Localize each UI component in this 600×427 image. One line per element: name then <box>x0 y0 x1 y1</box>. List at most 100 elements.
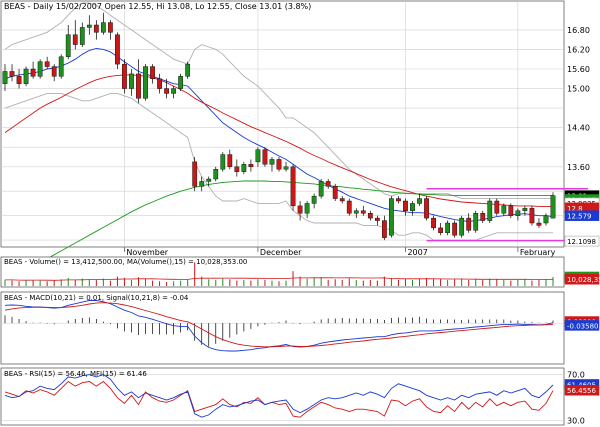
candle-body <box>529 208 535 224</box>
price-tag-box <box>564 210 600 221</box>
volume-value-tags: 13,412,5010,028,35 <box>564 271 600 285</box>
candle-body <box>543 215 549 224</box>
rsi-y-axis: 70.0 30.0 <box>567 371 585 426</box>
candle-body <box>227 154 233 167</box>
candle-body <box>30 68 36 77</box>
candle-body <box>44 61 50 67</box>
candle-body <box>424 198 429 219</box>
candle-body <box>220 154 226 170</box>
macd-lines <box>4 300 554 352</box>
candle-body <box>213 169 219 180</box>
price-tag-box <box>564 235 600 247</box>
candle-body <box>9 71 15 77</box>
candle-body <box>276 159 282 170</box>
candle-body <box>445 222 450 233</box>
volume-ma-line <box>5 277 554 281</box>
candle-body <box>16 76 22 84</box>
macd-tag-box <box>564 320 600 331</box>
support-resistance-lines <box>426 188 589 242</box>
candle-body <box>459 217 465 236</box>
macd-tag-text: -0.03580 <box>567 322 598 330</box>
rsi-mfi-lines <box>1 374 564 421</box>
candle-body <box>269 159 275 165</box>
rsi-value-tags: 61.460556.4556 <box>564 379 600 396</box>
signal-line <box>4 302 554 348</box>
candle-body <box>318 181 324 197</box>
candle-body <box>311 195 317 204</box>
price-tag-text: 12.1098 <box>567 238 596 246</box>
candle-body <box>410 203 415 211</box>
candle-body <box>550 195 556 219</box>
candle-body <box>72 34 78 45</box>
volume-tag-box <box>564 273 600 285</box>
candle-body <box>2 71 8 84</box>
sma200-line <box>4 180 553 285</box>
candle-body <box>297 205 303 214</box>
candle-body <box>206 178 212 182</box>
candle-body <box>108 22 113 33</box>
macd-legend: BEAS - MACD(10,21) = 0.01, Signal(10,21,… <box>4 294 189 302</box>
volume-bars <box>4 262 554 286</box>
candle-body <box>389 198 394 236</box>
candle-body <box>93 24 99 33</box>
rsi-legend: BEAS - RSI(15) = 56.46, MFI(15) = 61.46 <box>4 370 147 378</box>
rsi-tick-label: 30.0 <box>567 417 585 426</box>
candle-body <box>143 66 148 99</box>
price-frame <box>0 0 565 248</box>
candle-body <box>283 166 289 170</box>
candle-body <box>403 200 408 211</box>
candle-body <box>65 34 71 57</box>
candle-body <box>255 149 261 163</box>
mfi-line <box>4 374 554 418</box>
x-tick-label: February <box>520 248 556 257</box>
candle-body <box>234 166 240 172</box>
price-tick-label: 13.60 <box>567 163 590 172</box>
volume-tag-text: 10,028,35 <box>567 276 600 284</box>
rsi-tag-text: 56.4556 <box>567 387 596 395</box>
candle-body <box>360 210 366 214</box>
price-tag-text: 12.8 <box>567 205 583 213</box>
price-tick-label: 16.80 <box>567 26 590 35</box>
sma50-line <box>4 74 553 207</box>
candle-body <box>480 213 486 221</box>
candle-body <box>23 68 29 84</box>
candle-body <box>367 213 373 219</box>
candle-body <box>136 73 141 99</box>
macd-panel: 0.00800-0.03580 BEAS - MACD(10,21) = 0.0… <box>0 291 600 365</box>
candle-body <box>192 161 198 187</box>
price-y-axis: 13.60 14.40 15.00 15.60 16.20 16.80 <box>567 26 590 172</box>
candle-body <box>325 181 331 187</box>
candle-body <box>290 166 296 207</box>
rsi-panel: 70.0 30.0 61.460556.4556 BEAS - RSI(15) =… <box>0 367 600 426</box>
price-tag-text: 12.579 <box>567 213 592 221</box>
candle-body <box>150 66 155 79</box>
candle-body <box>304 203 310 214</box>
candle-body <box>171 88 176 94</box>
candle-body <box>508 205 514 216</box>
candle-body <box>346 200 352 214</box>
price-tick-label: 14.40 <box>567 124 590 133</box>
candle-body <box>438 227 443 233</box>
candle-body <box>185 63 191 77</box>
volume-legend: BEAS - Volume() = 13,412,500.00, MA(Volu… <box>4 258 247 266</box>
volume-panel: 13,412,5010,028,35 BEAS - Volume() = 13,… <box>0 256 600 288</box>
candle-body <box>501 205 507 214</box>
price-tick-label: 16.20 <box>567 45 590 54</box>
candle-body <box>37 61 43 77</box>
candle-body <box>100 22 106 33</box>
volume-frame <box>0 256 565 288</box>
candle-body <box>466 217 472 231</box>
price-grid <box>1 1 564 247</box>
candle-body <box>248 164 254 167</box>
candle-body <box>157 78 162 89</box>
candle-body <box>129 73 134 89</box>
candle-body <box>417 198 422 204</box>
candle-body <box>452 222 458 236</box>
candle-body <box>122 63 127 89</box>
candle-body <box>353 210 359 214</box>
rsi-tick-label: 70.0 <box>567 371 585 380</box>
candle-body <box>51 66 57 77</box>
macd-frame <box>0 291 565 365</box>
macd-line <box>4 300 554 352</box>
